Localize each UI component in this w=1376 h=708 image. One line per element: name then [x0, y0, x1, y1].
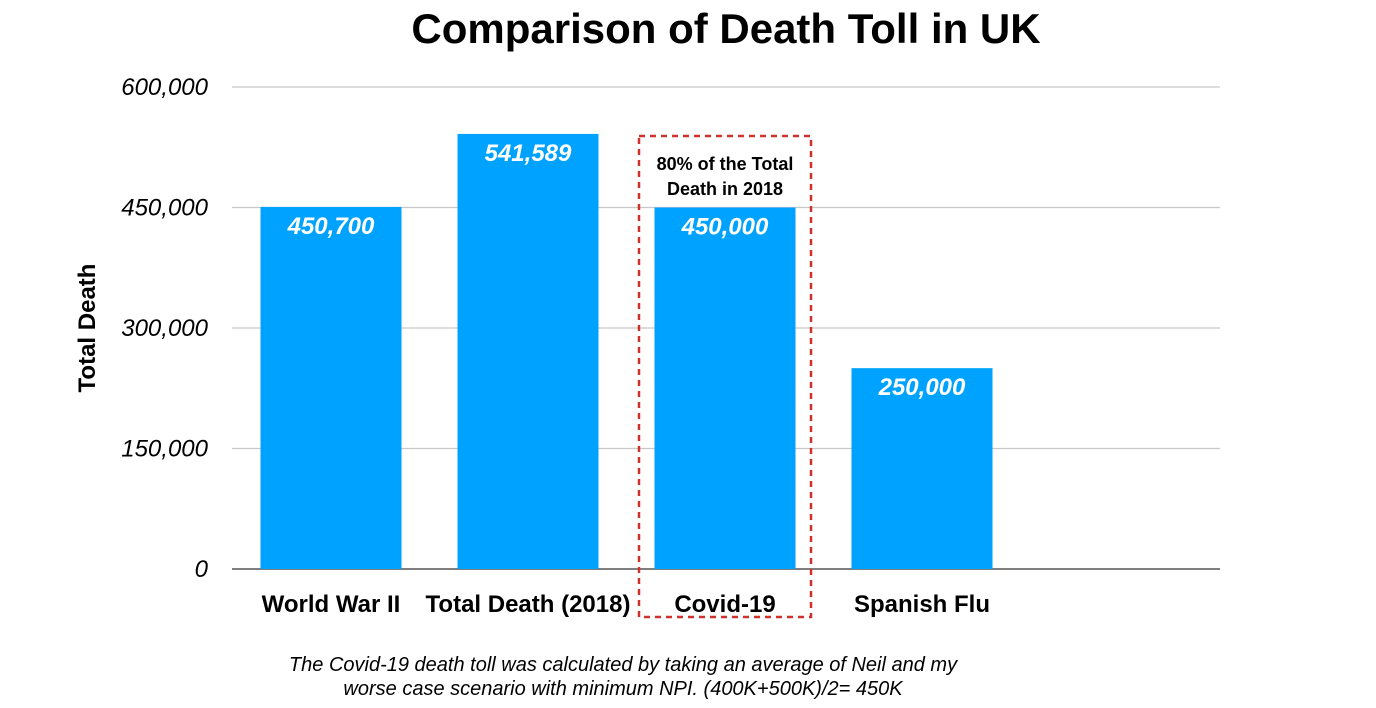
covid-highlight: 80% of the Total Death in 2018: [637, 134, 813, 619]
data-label: 450,700: [287, 213, 375, 240]
x-tick-label: World War II: [262, 591, 401, 618]
y-tick-label: 0: [195, 556, 209, 583]
bars: [260, 133, 993, 569]
footnote-line: The Covid-19 death toll was calculated b…: [289, 654, 958, 676]
y-axis-label: Total Death: [74, 264, 101, 393]
y-tick-label: 300,000: [121, 315, 208, 342]
y-tick-label: 150,000: [121, 436, 208, 463]
chart-title: Comparison of Death Toll in UK: [411, 5, 1040, 52]
x-tick-label: Covid-19: [674, 591, 775, 618]
bar: [654, 207, 796, 569]
bar: [851, 368, 993, 569]
x-tick-label: Spanish Flu: [854, 591, 990, 618]
highlight-box: [637, 134, 813, 619]
highlight-annotation: Death in 2018: [667, 179, 783, 199]
bar: [457, 133, 599, 569]
y-tick-label: 600,000: [121, 74, 208, 101]
data-label: 250,000: [878, 374, 966, 401]
y-tick-labels: 0 150,000 300,000 450,000 600,000: [121, 74, 208, 583]
x-tick-label: Total Death (2018): [426, 591, 631, 618]
bar: [260, 206, 402, 569]
footnote: The Covid-19 death toll was calculated b…: [289, 654, 958, 700]
y-tick-label: 450,000: [121, 195, 208, 222]
footnote-line: worse case scenario with minimum NPI. (4…: [343, 678, 904, 700]
highlight-annotation: 80% of the Total: [657, 154, 794, 174]
data-labels: 450,700 541,589 450,000 250,000: [287, 140, 966, 401]
data-label: 541,589: [485, 140, 572, 167]
x-tick-labels: World War II Total Death (2018) Covid-19 Sp…: [262, 591, 990, 618]
data-label: 450,000: [681, 214, 769, 241]
